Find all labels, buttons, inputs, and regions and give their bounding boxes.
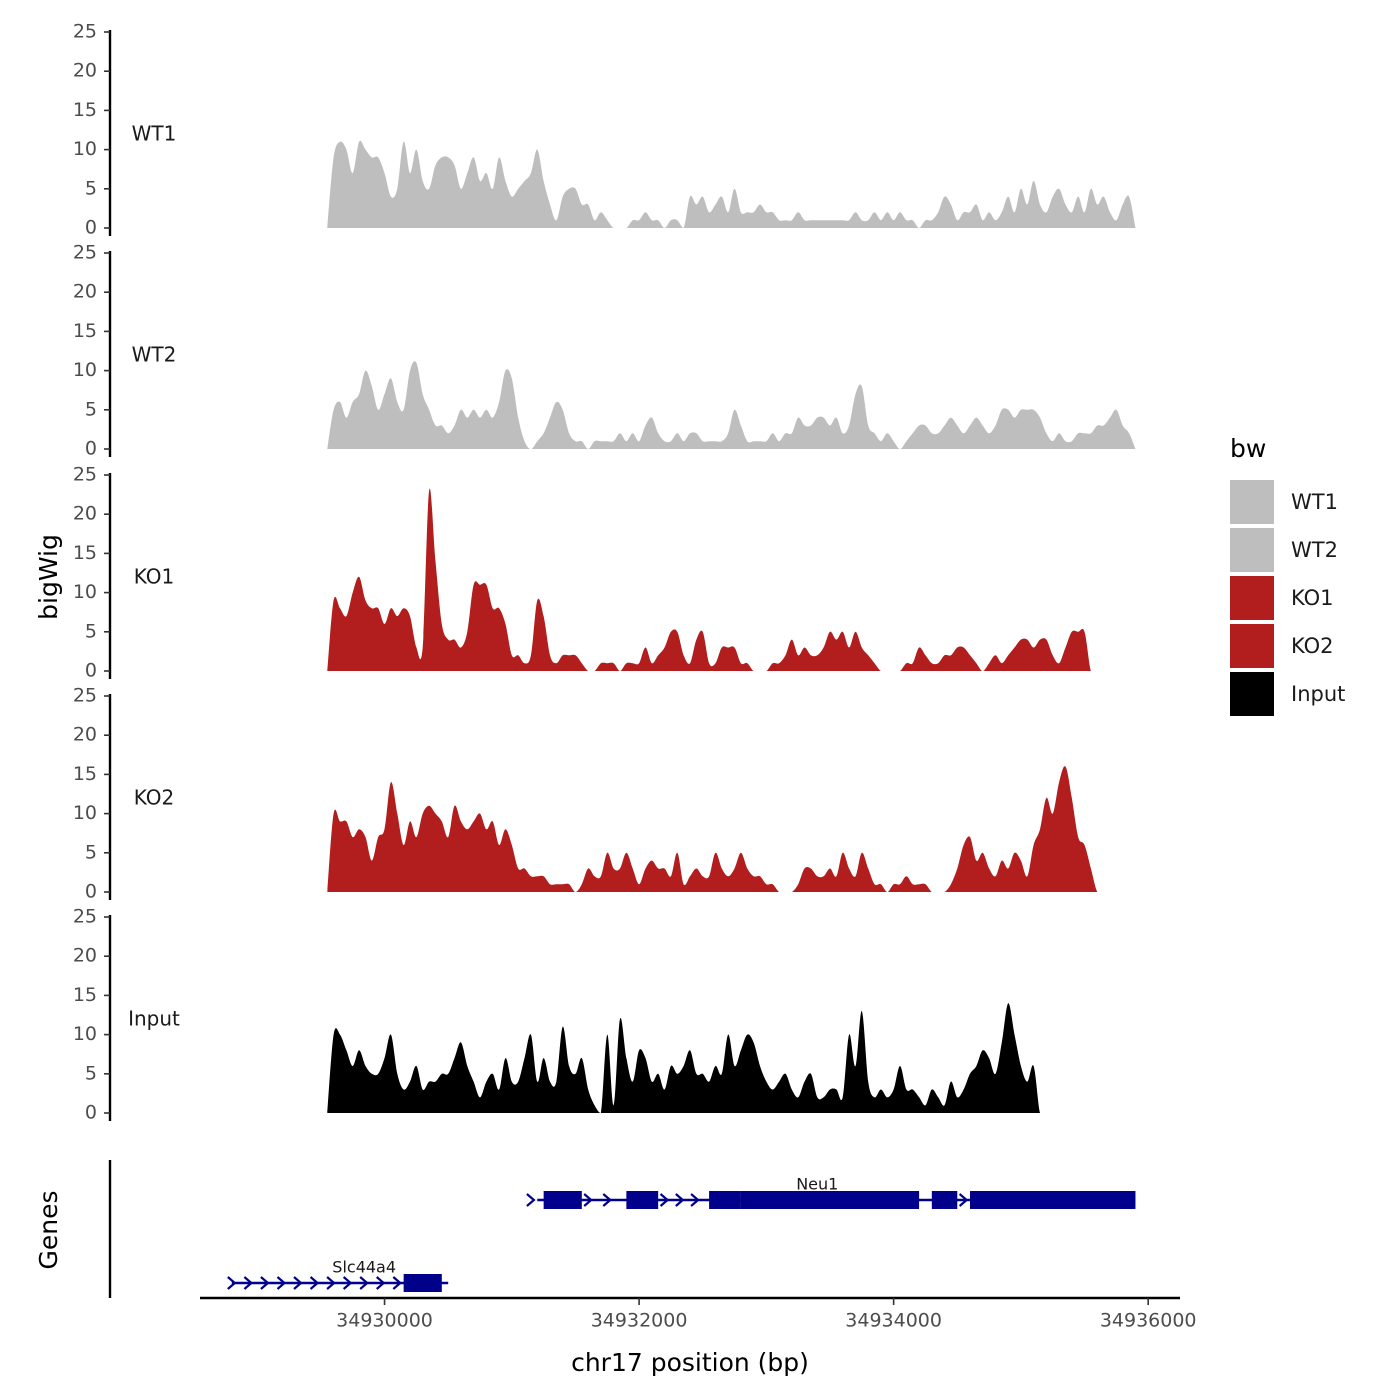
strand-arrow [293, 1276, 303, 1290]
strand-arrow [526, 1193, 536, 1207]
gene-exon [543, 1191, 582, 1209]
y-tick-label: 10 [73, 802, 97, 824]
gene-exon [626, 1191, 659, 1209]
strand-arrow [326, 1276, 336, 1290]
y-tick-label: 10 [73, 359, 97, 381]
strand-arrow [675, 1193, 685, 1207]
y-tick-label: 15 [73, 984, 97, 1006]
y-tick-label: 20 [73, 60, 97, 82]
y-axis-title: bigWig [34, 534, 63, 620]
gene-exon [970, 1191, 1136, 1209]
strand-arrow [276, 1276, 287, 1290]
gene-exon [709, 1191, 741, 1209]
strand-arrow [243, 1276, 254, 1290]
track-panel-input: 0 5 10 15 20 25 Input [73, 906, 1136, 1124]
legend: bw WT1 WT2 KO1 KO2 Input [1230, 434, 1345, 716]
y-tick-label: 15 [73, 99, 97, 121]
y-tick-label: 0 [85, 217, 97, 239]
genes-axis-title: Genes [34, 1190, 63, 1269]
y-tick-label: 5 [85, 398, 97, 420]
legend-swatch-ko1 [1230, 576, 1274, 620]
y-tick-label: 10 [73, 138, 97, 160]
x-axis: 34930000 34932000 34934000 34936000 [200, 1296, 1197, 1332]
track-panel-ko2: 0 5 10 15 20 25 KO2 [73, 685, 1136, 903]
strand-arrow [342, 1276, 353, 1290]
strand-arrow [392, 1276, 402, 1290]
coverage-area-ko1 [327, 488, 1136, 671]
legend-label: KO2 [1291, 634, 1334, 658]
y-tick-label: 5 [85, 620, 97, 642]
y-tick-label: 25 [73, 21, 97, 43]
x-axis-title: chr17 position (bp) [571, 1348, 809, 1377]
y-tick-label: 0 [85, 1102, 97, 1124]
legend-label: Input [1291, 682, 1345, 706]
gene-exon [931, 1191, 958, 1209]
gene-label: Slc44a4 [332, 1258, 396, 1277]
legend-title: bw [1230, 434, 1266, 463]
y-tick-label: 15 [73, 320, 97, 342]
coverage-area-input [327, 1003, 1136, 1113]
coverage-area-wt1 [327, 140, 1136, 228]
y-tick-label: 25 [73, 906, 97, 928]
track-label: KO1 [134, 565, 175, 589]
y-tick-label: 20 [73, 281, 97, 303]
y-tick-label: 25 [73, 242, 97, 264]
y-tick-label: 25 [73, 685, 97, 707]
legend-swatch-wt2 [1230, 528, 1274, 572]
strand-arrow [958, 1193, 969, 1207]
gene-annotation-track: Neu1 Slc44a4 [108, 1160, 1136, 1298]
strand-arrow [227, 1276, 237, 1290]
y-tick-label: 5 [85, 1062, 97, 1084]
coverage-tracks: 0510152025WT10510152025WT20510152025KO10… [73, 21, 1136, 1124]
track-label: Input [128, 1007, 180, 1031]
y-tick-label: 15 [73, 542, 97, 564]
track-label: WT1 [132, 122, 177, 146]
strand-arrow [659, 1193, 670, 1207]
y-tick-label: 5 [85, 177, 97, 199]
x-tick-label: 34934000 [845, 1310, 942, 1332]
gene-neu1: Neu1 [526, 1175, 1136, 1209]
track-label: KO2 [134, 786, 175, 810]
y-tick-label: 5 [85, 841, 97, 863]
gene-exon [403, 1274, 442, 1292]
legend-label: WT1 [1291, 490, 1338, 514]
strand-arrow [359, 1276, 369, 1290]
y-tick-label: 10 [73, 581, 97, 603]
gene-label: Neu1 [796, 1175, 838, 1194]
coverage-area-ko2 [327, 766, 1136, 892]
legend-label: KO1 [1291, 586, 1334, 610]
y-tick-label: 0 [85, 881, 97, 903]
legend-label: WT2 [1291, 538, 1338, 562]
y-tick-label: 20 [73, 724, 97, 746]
y-tick-label: 0 [85, 438, 97, 460]
y-tick-label: 15 [73, 763, 97, 785]
y-tick-label: 10 [73, 1023, 97, 1045]
x-tick-label: 34932000 [591, 1310, 688, 1332]
y-tick-label: 20 [73, 503, 97, 525]
y-tick-label: 25 [73, 464, 97, 486]
x-tick-label: 34936000 [1100, 1310, 1197, 1332]
gene-slc44a4: Slc44a4 [227, 1258, 449, 1292]
strand-arrow [583, 1193, 593, 1207]
strand-arrow [690, 1193, 700, 1207]
strand-arrow [309, 1276, 320, 1290]
track-panel-wt2: 0 5 10 15 20 25 WT2 [73, 242, 1136, 460]
track-panel-ko1: 0 5 10 15 20 25 KO1 [73, 464, 1136, 682]
strand-arrow [260, 1276, 270, 1290]
strand-arrow [602, 1193, 612, 1207]
legend-swatch-wt1 [1230, 480, 1274, 524]
track-panel-wt1: 0 5 10 15 20 25 WT1 [73, 21, 1136, 239]
y-tick-label: 0 [85, 660, 97, 682]
legend-swatch-ko2 [1230, 624, 1274, 668]
legend-swatch-input [1230, 672, 1274, 716]
coverage-area-wt2 [327, 361, 1136, 449]
track-label: WT2 [132, 343, 177, 367]
gene-exon [740, 1191, 920, 1209]
strand-arrow [376, 1276, 386, 1290]
y-tick-label: 20 [73, 945, 97, 967]
x-tick-label: 34930000 [336, 1310, 433, 1332]
